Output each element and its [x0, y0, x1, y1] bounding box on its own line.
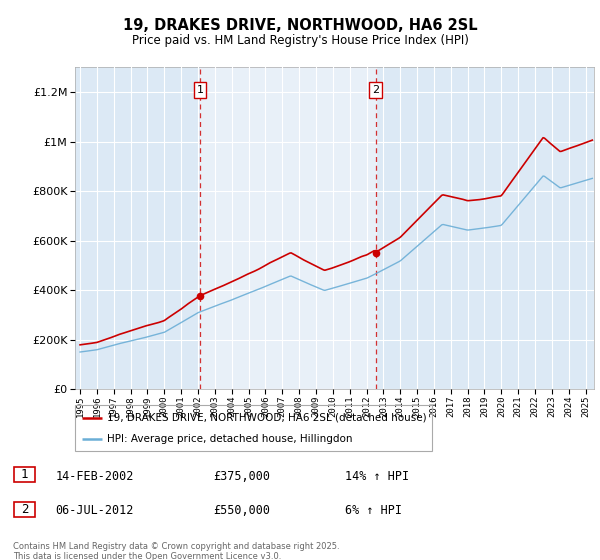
Text: 6% ↑ HPI: 6% ↑ HPI — [345, 504, 402, 517]
Text: 19, DRAKES DRIVE, NORTHWOOD, HA6 2SL: 19, DRAKES DRIVE, NORTHWOOD, HA6 2SL — [122, 18, 478, 33]
Text: 19, DRAKES DRIVE, NORTHWOOD, HA6 2SL (detached house): 19, DRAKES DRIVE, NORTHWOOD, HA6 2SL (de… — [107, 413, 427, 423]
Text: 14-FEB-2002: 14-FEB-2002 — [55, 469, 134, 483]
Text: Price paid vs. HM Land Registry's House Price Index (HPI): Price paid vs. HM Land Registry's House … — [131, 34, 469, 46]
Text: £550,000: £550,000 — [213, 504, 270, 517]
Text: HPI: Average price, detached house, Hillingdon: HPI: Average price, detached house, Hill… — [107, 434, 353, 444]
Text: £375,000: £375,000 — [213, 469, 270, 483]
Text: 2: 2 — [372, 85, 379, 95]
Text: 14% ↑ HPI: 14% ↑ HPI — [345, 469, 409, 483]
Text: Contains HM Land Registry data © Crown copyright and database right 2025.
This d: Contains HM Land Registry data © Crown c… — [13, 542, 340, 560]
Text: 1: 1 — [21, 468, 28, 482]
Text: 1: 1 — [197, 85, 203, 95]
Bar — [200, 67, 376, 389]
Text: 06-JUL-2012: 06-JUL-2012 — [55, 504, 134, 517]
Text: 2: 2 — [21, 503, 28, 516]
